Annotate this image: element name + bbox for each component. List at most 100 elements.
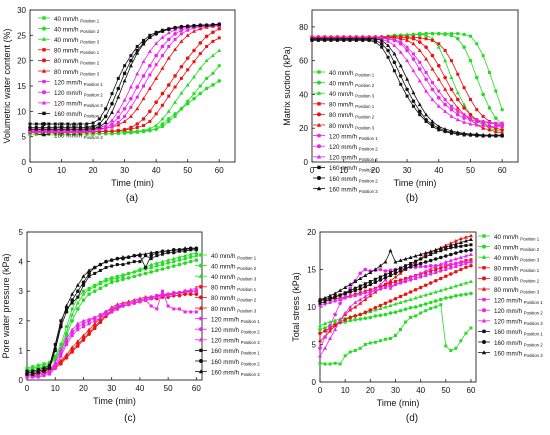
data-point <box>398 258 403 262</box>
data-point <box>183 261 187 265</box>
data-point <box>194 289 199 294</box>
data-point <box>205 44 209 48</box>
data-point <box>155 268 159 273</box>
data-point <box>129 58 133 63</box>
data-point <box>469 291 473 296</box>
x-tick-label: 10 <box>57 166 66 175</box>
data-point <box>92 289 97 294</box>
y-tick-label: 5 <box>22 133 27 142</box>
data-point <box>419 275 423 279</box>
legend-entry: 40 mm/h Position 2 <box>329 80 375 88</box>
data-point <box>109 277 114 281</box>
data-point <box>383 273 387 277</box>
legend-marker <box>42 48 46 52</box>
data-point <box>386 55 390 59</box>
data-point <box>72 126 77 131</box>
series-line <box>27 289 197 378</box>
data-point <box>386 43 391 47</box>
data-point <box>348 36 353 41</box>
data-point <box>166 265 170 270</box>
data-point <box>393 296 398 301</box>
data-point <box>388 286 393 290</box>
legend-marker <box>199 348 203 353</box>
legend: 40 mm/h Position 1 40 mm/h Position 2 40 m… <box>478 234 543 358</box>
data-point <box>424 88 429 93</box>
data-point <box>149 266 153 270</box>
data-point <box>198 84 202 88</box>
x-tick-label: 30 <box>120 166 129 175</box>
data-point <box>115 275 120 280</box>
data-point <box>428 291 433 295</box>
legend-entry: 160 mm/h Position 2 <box>211 359 260 367</box>
legend-entry: 160 mm/h Position 1 <box>329 165 378 173</box>
data-point <box>443 32 447 37</box>
y-tick-label: 0 <box>312 378 317 387</box>
data-point <box>388 281 392 285</box>
data-point <box>154 100 158 105</box>
data-point <box>475 119 479 124</box>
data-point <box>411 52 415 56</box>
data-point <box>122 98 127 102</box>
data-point <box>76 344 80 348</box>
data-point <box>411 36 416 41</box>
data-point <box>36 364 41 369</box>
legend-entry: 120 mm/h Position 3 <box>329 155 378 163</box>
data-point <box>81 283 85 287</box>
data-point <box>104 313 108 317</box>
data-point <box>419 257 423 261</box>
data-point <box>173 47 178 52</box>
legend-entry: 40 mm/h Position 3 <box>211 274 257 282</box>
legend-entry: 120 mm/h Position 3 <box>211 338 260 346</box>
data-point <box>343 310 348 315</box>
data-point <box>444 296 448 300</box>
data-point <box>75 339 80 344</box>
data-point <box>436 124 441 129</box>
data-point <box>462 102 467 107</box>
data-point <box>34 126 39 131</box>
data-point <box>198 41 203 45</box>
legend-entry: 80 mm/h Position 3 <box>494 287 540 295</box>
data-point <box>463 280 468 285</box>
data-point <box>378 287 382 291</box>
data-point <box>58 348 63 352</box>
data-point <box>454 269 458 274</box>
x-tick-label: 60 <box>498 166 507 175</box>
data-point <box>408 264 413 269</box>
data-point <box>148 119 152 123</box>
data-point <box>409 316 413 319</box>
data-point <box>378 313 383 318</box>
data-point <box>423 250 428 255</box>
data-point <box>122 119 127 123</box>
data-point <box>419 311 423 315</box>
data-point <box>323 302 327 306</box>
data-point <box>116 120 120 124</box>
data-point <box>448 241 453 245</box>
data-point <box>154 53 158 58</box>
data-point <box>81 321 86 326</box>
data-point <box>110 129 114 133</box>
data-point <box>393 259 398 264</box>
data-point <box>87 268 92 272</box>
data-point <box>98 316 102 320</box>
data-point <box>109 258 114 262</box>
x-axis-title: Time (min) <box>377 398 420 408</box>
data-point <box>155 254 159 258</box>
data-point <box>173 100 178 104</box>
data-point <box>166 30 171 35</box>
data-point <box>64 310 69 314</box>
data-point <box>443 109 448 113</box>
data-point <box>417 48 422 53</box>
data-point <box>166 37 171 42</box>
x-tick-label: 10 <box>51 384 60 393</box>
data-point <box>323 321 328 325</box>
y-tick-label: 40 <box>299 90 308 99</box>
data-point <box>166 293 171 298</box>
x-tick-label: 20 <box>89 166 98 175</box>
data-point <box>462 106 466 110</box>
legend-entry: 40 mm/h Position 1 <box>329 70 375 78</box>
data-point <box>132 253 137 258</box>
data-point <box>423 264 428 269</box>
data-point <box>122 107 127 111</box>
legend-marker <box>199 316 203 321</box>
legend-entry: 80 mm/h Position 2 <box>54 58 100 65</box>
